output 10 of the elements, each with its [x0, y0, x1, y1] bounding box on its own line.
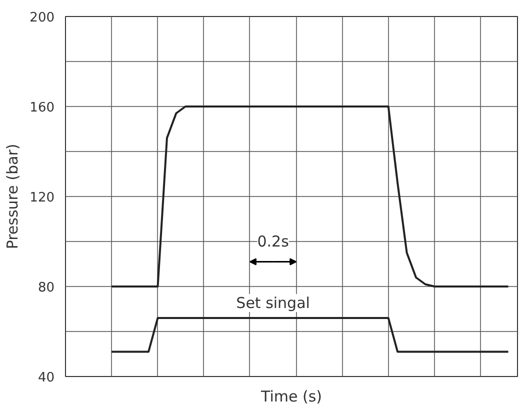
y-tick-label: 200 — [30, 10, 55, 26]
annotation: 0.2s — [257, 232, 290, 250]
y-tick-label: 40 — [38, 370, 55, 386]
x-axis-title: Time (s) — [260, 388, 322, 406]
y-tick-label: 120 — [30, 190, 55, 206]
series-label: Set singal — [236, 294, 310, 312]
line-series — [110, 106, 510, 288]
y-tick-label: 160 — [30, 100, 55, 116]
y-tick-label: 80 — [38, 280, 55, 296]
y-axis-title: Pressure (bar) — [4, 144, 22, 250]
